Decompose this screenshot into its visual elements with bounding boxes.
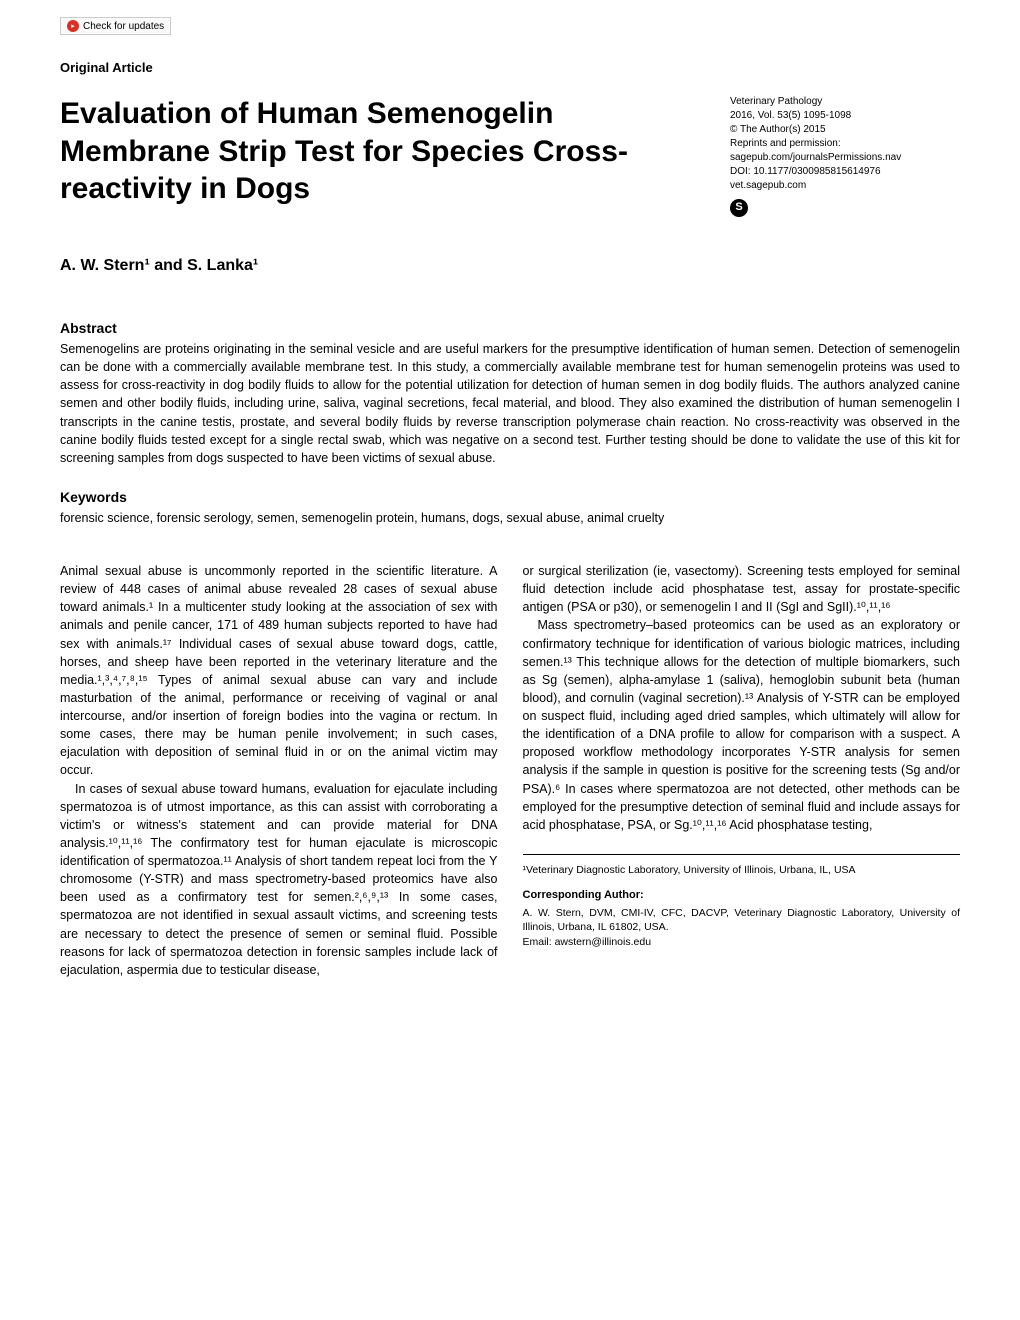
keywords-heading: Keywords (60, 489, 960, 505)
footnote-divider (523, 854, 961, 855)
body-paragraph: Mass spectrometry–based proteomics can b… (523, 616, 961, 834)
corresponding-author-heading: Corresponding Author: (523, 888, 961, 904)
journal-url: vet.sagepub.com (730, 179, 960, 193)
journal-info-block: Veterinary Pathology 2016, Vol. 53(5) 10… (730, 95, 960, 217)
journal-name: Veterinary Pathology (730, 95, 960, 109)
body-paragraph: or surgical sterilization (ie, vasectomy… (523, 562, 961, 616)
article-type-label: Original Article (60, 60, 960, 75)
journal-reprints: Reprints and permission: (730, 137, 960, 151)
check-updates-label: Check for updates (83, 21, 164, 32)
journal-copyright: © The Author(s) 2015 (730, 123, 960, 137)
journal-issue: 2016, Vol. 53(5) 1095-1098 (730, 109, 960, 123)
body-paragraph: Animal sexual abuse is uncommonly report… (60, 562, 498, 780)
affiliation-text: ¹Veterinary Diagnostic Laboratory, Unive… (523, 863, 961, 878)
sage-icon: S (730, 199, 748, 217)
header-row: Evaluation of Human Semenogelin Membrane… (60, 95, 960, 217)
abstract-text: Semenogelins are proteins originating in… (60, 340, 960, 467)
body-columns: Animal sexual abuse is uncommonly report… (60, 562, 960, 979)
corresponding-author-email: Email: awstern@illinois.edu (523, 935, 961, 950)
check-updates-button[interactable]: Check for updates (60, 17, 171, 35)
right-column: or surgical sterilization (ie, vasectomy… (523, 562, 961, 979)
authors: A. W. Stern¹ and S. Lanka¹ (60, 257, 960, 275)
corresponding-author-text: A. W. Stern, DVM, CMI-IV, CFC, DACVP, Ve… (523, 906, 961, 935)
left-column: Animal sexual abuse is uncommonly report… (60, 562, 498, 979)
abstract-heading: Abstract (60, 320, 960, 336)
journal-doi: DOI: 10.1177/0300985815614976 (730, 165, 960, 179)
body-paragraph: In cases of sexual abuse toward humans, … (60, 780, 498, 979)
keywords-text: forensic science, forensic serology, sem… (60, 509, 960, 527)
journal-permissions-url: sagepub.com/journalsPermissions.nav (730, 151, 960, 165)
article-title: Evaluation of Human Semenogelin Membrane… (60, 95, 640, 208)
check-updates-icon (67, 20, 79, 32)
